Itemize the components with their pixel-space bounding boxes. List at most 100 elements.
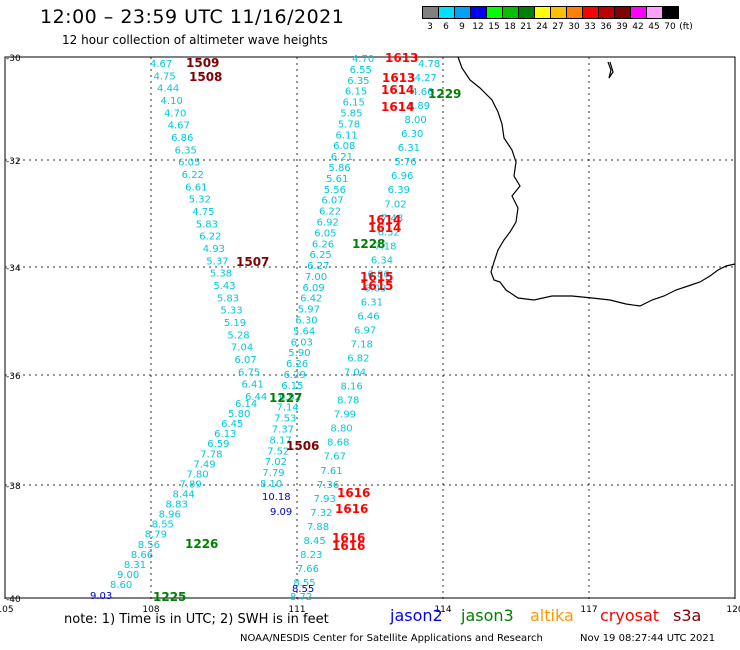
pass-time-label: 1225: [153, 590, 186, 604]
wave-height-value: 7.99: [334, 410, 356, 421]
satellite-name: cryosat: [600, 606, 660, 625]
wave-height-value: 6.13: [214, 429, 236, 440]
wave-height-value: 8.56: [138, 540, 160, 551]
wave-height-value: 6.59: [207, 439, 229, 450]
pass-time-label: 1229: [428, 87, 461, 101]
latitude-label: -32: [6, 157, 21, 167]
legend-label: 6: [443, 22, 449, 32]
legend-label: 36: [600, 22, 612, 32]
wave-height-value: 6.27: [307, 261, 329, 272]
wave-height-value: 5.43: [213, 281, 235, 292]
wave-height-value: 5.90: [288, 348, 310, 359]
wave-height-value: 5.32: [189, 195, 211, 206]
wave-height-value: 7.79: [262, 468, 284, 479]
wave-height-value: 7.52: [267, 446, 289, 457]
pass-time-label: 1507: [236, 255, 269, 269]
latitude-label: -36: [6, 372, 21, 382]
wave-height-value: 6.05: [314, 228, 336, 239]
satellite-name: altika: [530, 606, 574, 625]
wave-height-value: 6.97: [354, 326, 376, 337]
satellite-name: s3a: [673, 606, 702, 625]
wave-height-value: 6.07: [321, 196, 343, 207]
wave-height-value: 7.88: [307, 522, 329, 533]
wave-height-value: 7.00: [305, 272, 327, 283]
wave-height-value: 7.36: [317, 480, 339, 491]
wave-height-value: 8.16: [341, 382, 363, 393]
longitude-label: 117: [580, 605, 597, 615]
wave-height-value: 8.55: [293, 578, 315, 589]
wave-height-value: 5.19: [224, 318, 246, 329]
time-labels: 1509150815071506161316131614161416141614…: [153, 51, 461, 604]
legend-label: 45: [648, 22, 660, 32]
wave-height-value: 4.70: [164, 108, 186, 119]
wave-height-value: 7.80: [186, 469, 208, 480]
wave-height-value: 8.55: [292, 584, 314, 595]
wave-height-value: 4.67: [168, 121, 190, 132]
legend-label: 9: [459, 22, 465, 32]
wave-height-value: 4.27: [415, 73, 437, 84]
coastline: [457, 56, 736, 307]
longitude-label: 111: [288, 605, 305, 615]
wave-height-value: 6.30: [401, 129, 423, 140]
wave-height-value: 8.96: [159, 510, 181, 521]
wave-height-value: 8.44: [173, 490, 195, 501]
wave-height-value: 5.28: [227, 330, 249, 341]
wave-height-value: 9.09: [270, 507, 292, 518]
wave-height-value: 7.48: [381, 213, 403, 224]
wave-height-value: 6.41: [241, 380, 263, 391]
wave-height-value: 6.07: [234, 355, 256, 366]
wave-height-value: 6.42: [300, 294, 322, 305]
wave-height-value: 6.34: [371, 255, 393, 266]
wave-height-value: 5.78: [338, 119, 360, 130]
wave-height-value: 4.66: [411, 87, 433, 98]
pass-time-label: 1614: [368, 221, 401, 235]
wave-height-value: 6.46: [357, 311, 379, 322]
wave-height-value: 7.18: [374, 241, 396, 252]
map-grid: [4, 56, 736, 599]
pass-time-label: 1509: [186, 56, 219, 70]
wave-height-value: 7.66: [297, 564, 319, 575]
wave-height-value: 8.23: [300, 550, 322, 561]
wave-height-value: 6.96: [391, 171, 413, 182]
wave-height-value: 5.86: [328, 163, 350, 174]
wave-height-value: 5.64: [293, 326, 315, 337]
wave-height-value: 8.31: [124, 560, 146, 571]
legend-label: 27: [552, 22, 564, 32]
legend-label: 3: [427, 22, 433, 32]
color-legend-labels: 3 6 9 12 15 18 21 24 27 30 33 36 39 42 45 70 (ft): [422, 22, 694, 32]
longitude-label: 108: [142, 605, 159, 615]
wave-height-value: 6.82: [347, 354, 369, 365]
wave-height-value: 6.25: [310, 250, 332, 261]
wave-height-value: 4.78: [418, 59, 440, 70]
wave-height-value: 6.86: [367, 269, 389, 280]
wave-height-value: 8.00: [405, 115, 427, 126]
wave-height-value: 7.53: [274, 414, 296, 425]
wave-height-value: 8.79: [145, 530, 167, 541]
latitude-label: -30: [6, 54, 21, 64]
longitude-label: 120: [726, 605, 740, 615]
generated-timestamp: Nov 19 08:27:44 UTC 2021: [580, 633, 716, 644]
credit-line: NOAA/NESDIS Center for Satellite Applica…: [240, 633, 543, 644]
pass-time-label: 1228: [352, 237, 385, 251]
pass-time-label: 1226: [185, 537, 218, 551]
wave-height-value: 7.49: [193, 459, 215, 470]
wave-height-value: 5.33: [220, 306, 242, 317]
legend-label: 33: [584, 22, 596, 32]
map-subtitle: 12 hour collection of altimeter wave hei…: [62, 33, 328, 47]
wave-height-value: 6.26: [286, 359, 308, 370]
wave-height-value: 4.93: [203, 244, 225, 255]
wave-height-value: 4.75: [154, 71, 176, 82]
satellite-name: jason3: [461, 606, 514, 625]
wave-height-value: 7.93: [314, 494, 336, 505]
wave-height-value: 7.14: [277, 403, 299, 414]
wave-height-value: 5.37: [206, 256, 228, 267]
wave-height-value: 8.55: [152, 520, 174, 531]
wave-height-value: 6.75: [238, 367, 260, 378]
satellite-name: jason2: [390, 606, 443, 625]
wave-height-value: 9.03: [90, 591, 112, 602]
wave-height-value: 6.86: [171, 133, 193, 144]
wave-height-value: 6.22: [199, 232, 221, 243]
pass-time-label: 1506: [286, 439, 319, 453]
wave-height-value: 6.26: [312, 239, 334, 250]
wave-height-value: 6.31: [361, 297, 383, 308]
